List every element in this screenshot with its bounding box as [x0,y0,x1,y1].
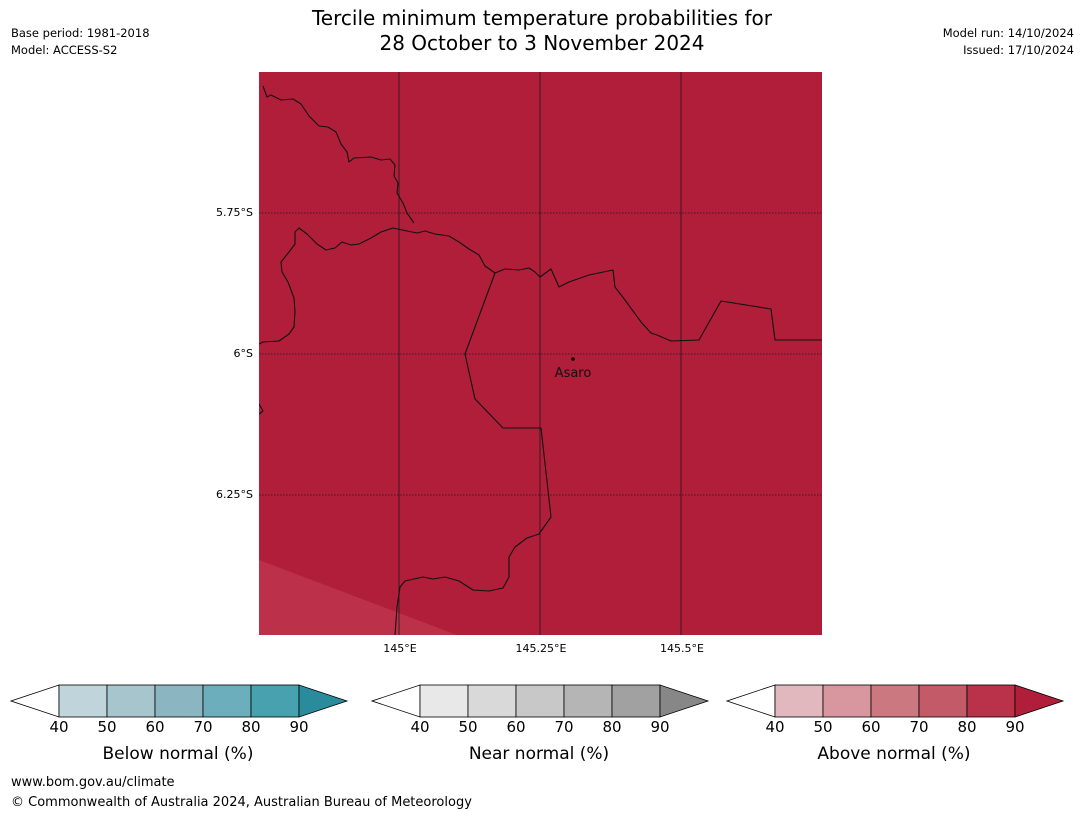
colorbar-segment [467,684,517,718]
tick-label: 40 [765,718,785,736]
colorbar-segment [918,684,968,718]
lat-label-5-75s: 5.75°S [216,206,253,219]
tick-label: 70 [193,718,213,736]
tick-label: 50 [813,718,833,736]
colorbar-below-normal-label: Below normal (%) [102,744,254,764]
issued-date: Issued: 17/10/2024 [963,43,1074,57]
colorbar-above-normal-label: Above normal (%) [817,744,971,764]
tick-label: 40 [49,718,69,736]
metadata-left: Base period: 1981-2018 Model: ACCESS-S2 [11,25,150,59]
lat-label-6-25s: 6.25°S [216,488,253,501]
probability-map: Asaro [259,72,822,635]
tick-label: 80 [602,718,622,736]
map-title: Tercile minimum temperature probabilitie… [242,6,842,56]
tick-label: 50 [458,718,478,736]
colorbar-segment [58,684,108,718]
colorbar-segment [250,684,300,718]
colorbar-above-normal: 40 50 60 70 80 90 Above normal (%) [725,684,1066,774]
title-line-2: 28 October to 3 November 2024 [379,31,705,55]
tick-label: 60 [145,718,165,736]
map-fill-region [259,72,822,635]
colorbar-segment [966,684,1016,718]
province-boundaries [259,85,822,635]
lon-label-145-5e: 145.5°E [660,642,704,655]
colorbar-upper-extension [298,684,349,718]
lon-label-145e: 145°E [383,642,417,655]
lon-label-145-25e: 145.25°E [515,642,567,655]
tick-label: 70 [554,718,574,736]
boundary-north [262,85,415,224]
tick-label: 40 [410,718,430,736]
colorbar-above-normal-bar [725,684,1065,718]
colorbar-segment [515,684,565,718]
graticule [259,72,822,635]
colorbar-lower-extension [370,684,421,718]
asaro-marker [571,357,575,361]
colorbar-segment [870,684,920,718]
colorbar-segment [202,684,252,718]
colorbar-lower-extension [725,684,776,718]
model-name: Model: ACCESS-S2 [11,43,118,57]
asaro-label: Asaro [555,366,592,381]
metadata-right: Model run: 14/10/2024 Issued: 17/10/2024 [943,25,1074,59]
lat-label-6s: 6°S [233,347,253,360]
tick-label: 80 [957,718,977,736]
colorbar-segment [611,684,661,718]
footer-copyright: © Commonwealth of Australia 2024, Austra… [11,795,472,810]
colorbar-segment [822,684,872,718]
tick-label: 60 [506,718,526,736]
colorbar-below-normal: 40 50 60 70 80 90 Below normal (%) [9,684,350,774]
tick-label: 70 [909,718,929,736]
colorbar-segment [563,684,613,718]
boundary-central [259,227,822,345]
colorbar-segment [154,684,204,718]
tick-label: 50 [97,718,117,736]
colorbar-below-normal-bar [9,684,349,718]
colorbar-near-normal-bar [370,684,710,718]
colorbar-upper-extension [1014,684,1065,718]
map-corner-lighter-region [259,560,457,635]
boundary-south [394,272,552,635]
colorbar-segment [774,684,824,718]
colorbar-near-normal: 40 50 60 70 80 90 Near normal (%) [370,684,711,774]
tick-label: 90 [1005,718,1025,736]
footer-url[interactable]: www.bom.gov.au/climate [11,775,175,790]
base-period: Base period: 1981-2018 [11,26,150,40]
tick-label: 90 [289,718,309,736]
boundary-west-edge [259,403,264,415]
colorbar-lower-extension [9,684,60,718]
colorbar-upper-extension [659,684,710,718]
colorbar-segment [419,684,469,718]
colorbar-near-normal-label: Near normal (%) [468,744,610,764]
title-line-1: Tercile minimum temperature probabilitie… [311,6,773,30]
model-run-date: Model run: 14/10/2024 [942,26,1074,40]
tick-label: 90 [650,718,670,736]
tick-label: 60 [861,718,881,736]
colorbar-segment [106,684,156,718]
tick-label: 80 [241,718,261,736]
